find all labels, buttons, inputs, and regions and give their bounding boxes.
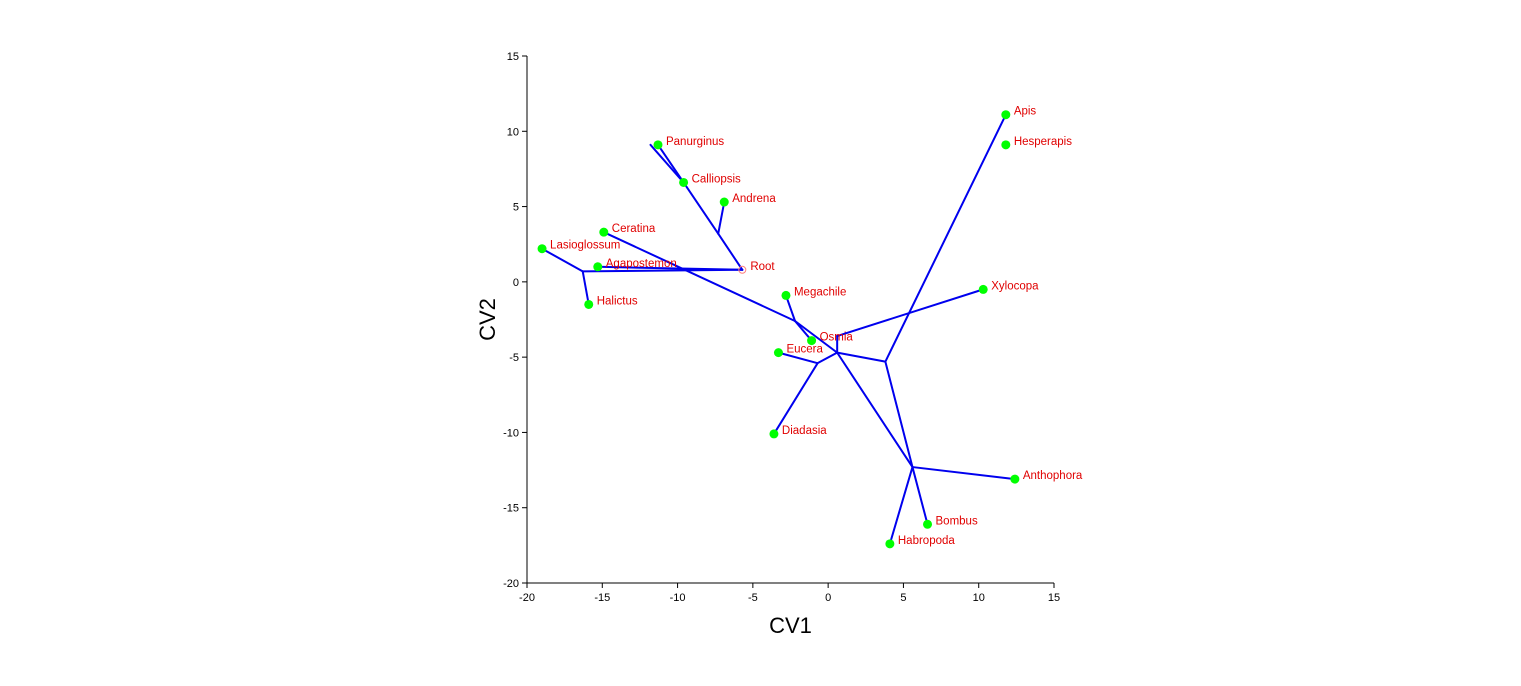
point-label: Eucera [786,344,823,356]
point-label: Xylocopa [991,280,1039,292]
data-point [781,290,791,300]
tree-edge [911,466,1016,481]
tree-edge [784,294,797,323]
tree-edge [884,360,914,469]
data-point [923,519,933,529]
x-tick-label: 10 [973,592,985,604]
x-tick-label: 0 [825,592,831,604]
tree-edge [649,143,685,184]
tree-edge [717,232,744,271]
tree-edge [911,466,929,526]
tree-edges [541,113,1016,545]
x-tick-label: -5 [748,592,758,604]
point-label: Bombus [936,515,978,527]
y-tick-label: -15 [503,503,519,515]
y-tick-label: -20 [503,578,519,590]
tree-edge [836,351,914,469]
data-point [1001,140,1011,150]
data-point [885,539,895,549]
x-tick-label: 5 [900,592,906,604]
data-point [537,244,547,254]
y-tick-label: 10 [507,126,519,138]
data-point [769,429,779,439]
point-label: Calliopsis [692,173,741,185]
point-label: Osmia [820,332,854,344]
data-points [537,110,1020,549]
data-point [1001,110,1011,120]
x-axis-title: CV1 [769,613,812,638]
point-label: Anthophora [1023,470,1083,482]
point-label: Apis [1014,106,1037,118]
axes [526,56,1054,584]
tree-edge [717,201,726,235]
data-point [1010,474,1020,484]
data-point [599,227,609,237]
tree-edge [884,113,1007,363]
data-point [978,284,988,294]
data-point [653,140,663,150]
y-tick-label: 0 [513,277,519,289]
point-label: Ceratina [612,223,656,235]
tree-edge [682,181,720,235]
x-tick-label: 15 [1048,592,1060,604]
tree-edge [794,320,839,354]
point-label: Megachile [794,286,846,298]
x-tick-label: -20 [519,592,535,604]
y-tick-label: 5 [513,202,519,214]
data-point [584,299,594,309]
y-axis-title: CV2 [475,298,500,341]
tree-edge [836,351,887,363]
tree-edge [581,270,590,306]
point-label: Andrena [732,193,776,205]
tree-edge [816,351,839,365]
y-tick-label: -10 [503,427,519,439]
point-label: Habropoda [898,535,956,547]
point-labels: Apis Hesperapis Panurginus Calliopsis Andren… [550,106,1083,547]
tree-edge [888,466,914,545]
tree-edge [656,143,685,184]
data-point [679,177,689,187]
point-label: Halictus [597,295,638,307]
data-point [593,262,603,272]
y-tick-label: 15 [507,51,519,63]
point-label: Agapostemon [606,258,677,270]
tree-edge [602,231,797,323]
point-label: Panurginus [666,136,724,148]
tree-edge [541,247,584,273]
x-tick-label: -15 [594,592,610,604]
point-label: Diadasia [782,425,827,437]
root-marker [738,265,747,274]
x-tick-label: -10 [670,592,686,604]
root-label: Root [750,261,775,273]
y-tick-label: -5 [509,352,519,364]
data-point [773,348,783,358]
tree-edge [596,265,744,271]
data-point [719,197,729,207]
data-point [807,336,817,346]
tree-edge [772,362,819,435]
ticks: -20 -15 -10 -5 0 5 10 15 -20 -15 -10 -5 0 5 10 15 [503,51,1060,604]
point-label: Hesperapis [1014,136,1072,148]
point-label: Lasioglossum [550,240,620,252]
tree-edge [777,351,819,365]
